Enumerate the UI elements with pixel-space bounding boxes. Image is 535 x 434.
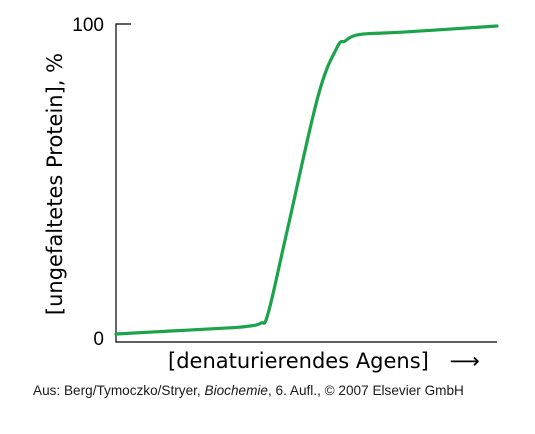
y-axis-title: [ungefaltetes Protein], % [43, 53, 67, 315]
axes [115, 23, 497, 343]
caption-book-title: Biochemie [204, 383, 268, 398]
y-tick-label-0: 0 [93, 329, 104, 350]
y-tick-label-100: 100 [72, 15, 104, 36]
y-axis-line [115, 23, 497, 343]
x-axis-title-text: [denaturierendes Agens] [168, 349, 429, 373]
caption-suffix: , 6. Aufl., © 2007 Elsevier GmbH [267, 383, 464, 398]
x-axis-title: [denaturierendes Agens] ⟶ [168, 349, 480, 373]
x-axis-arrow: ⟶ [450, 349, 480, 373]
series-group [114, 24, 499, 336]
y-tick-labels: 0 100 [72, 15, 104, 350]
source-caption: Aus: Berg/Tymoczko/Stryer, Biochemie, 6.… [33, 383, 513, 398]
caption-prefix: Aus: Berg/Tymoczko/Stryer, [33, 383, 205, 398]
series-line-0 [114, 24, 499, 336]
